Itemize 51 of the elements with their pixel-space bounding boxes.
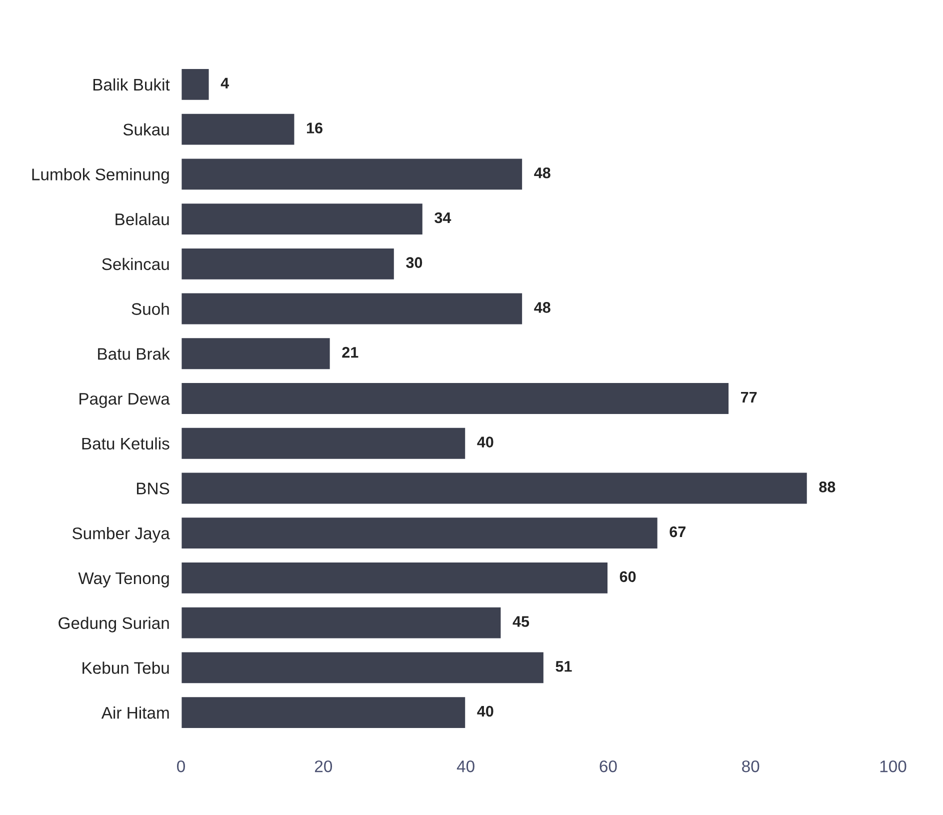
- y-tick-label: Batu Ketulis: [82, 437, 170, 450]
- data-label: 34: [434, 212, 452, 224]
- bar: [181, 650, 545, 685]
- bar: [181, 292, 524, 326]
- y-tick-label: Lumbok Seminung: [32, 168, 169, 184]
- y-tick-label: Sukau: [123, 123, 169, 136]
- y-tick-label: Pagar Dewa: [80, 393, 170, 408]
- x-tick-label: 100: [880, 760, 906, 772]
- x-tick-label: 40: [456, 760, 474, 772]
- y-tick-label: Belalau: [116, 212, 169, 226]
- y-tick-label: Sekincau: [102, 258, 169, 270]
- data-label: 16: [306, 122, 322, 134]
- y-tick-label: Batu Brak: [98, 348, 170, 360]
- bar: [181, 202, 424, 236]
- y-tick-label: Air Hitam: [101, 706, 169, 719]
- data-label: 45: [512, 616, 530, 627]
- bar: [181, 516, 659, 550]
- bar: [181, 336, 332, 370]
- data-label: 48: [534, 167, 550, 178]
- x-tick-label: 80: [742, 760, 760, 772]
- y-tick-label: Suoh: [132, 302, 169, 315]
- data-label: 30: [406, 257, 422, 268]
- bar: [181, 426, 466, 460]
- data-label: 21: [342, 346, 358, 358]
- y-tick-label: Balik Bukit: [93, 78, 170, 91]
- bar: [181, 696, 466, 730]
- bar: [181, 471, 808, 506]
- y-tick-label: Kebun Tebu: [82, 662, 169, 674]
- bar: [181, 382, 730, 416]
- bar: [181, 247, 396, 281]
- x-tick-label: 20: [314, 760, 332, 772]
- data-label: 88: [819, 482, 836, 492]
- y-tick-label: BNS: [136, 482, 170, 494]
- data-label: 40: [477, 706, 494, 717]
- data-label: 48: [534, 302, 550, 313]
- bar: [181, 112, 296, 146]
- bar: [181, 68, 210, 102]
- y-tick-label: Gedung Surian: [58, 616, 169, 632]
- data-label: 60: [620, 571, 636, 582]
- x-tick-label: 0: [177, 760, 185, 772]
- y-tick-label: Way Tenong: [78, 572, 169, 588]
- data-label: 51: [556, 661, 572, 672]
- bar: [181, 561, 609, 595]
- x-tick-label: 60: [600, 760, 617, 772]
- bar: [181, 606, 502, 640]
- bar: [181, 157, 524, 192]
- data-label: 67: [670, 526, 686, 538]
- data-label: 40: [477, 436, 494, 448]
- data-label: 4: [220, 78, 230, 88]
- data-label: 77: [741, 392, 757, 402]
- y-tick-label: Sumber Jaya: [72, 527, 170, 543]
